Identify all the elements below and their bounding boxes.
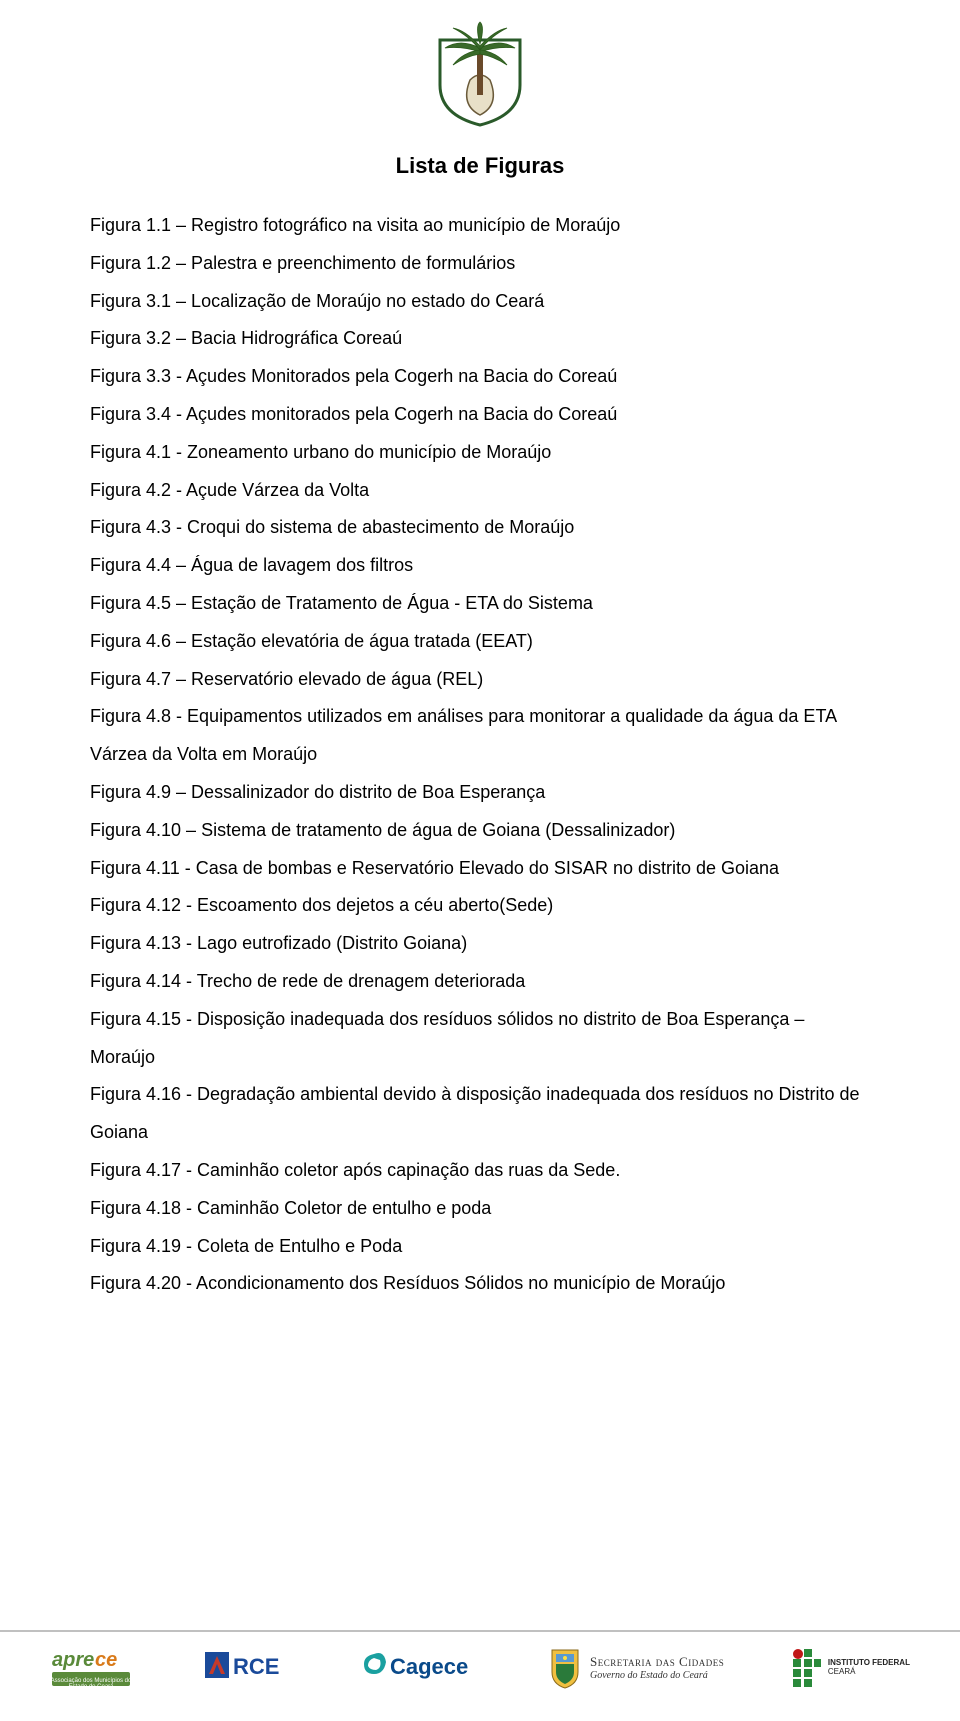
cagece-icon: Cagece xyxy=(360,1644,480,1692)
figure-entry: Figura 3.2 – Bacia Hidrográfica Coreaú xyxy=(90,320,870,358)
page-title: Lista de Figuras xyxy=(90,153,870,179)
logo-cagece: Cagece xyxy=(360,1644,480,1692)
figure-entry: Figura 1.2 – Palestra e preenchimento de… xyxy=(90,245,870,283)
figure-entry: Figura 4.5 – Estação de Tratamento de Ág… xyxy=(90,585,870,623)
coat-of-arms-icon xyxy=(425,20,535,130)
header-logo xyxy=(90,20,870,135)
if-icon xyxy=(792,1648,822,1688)
figure-entry: Figura 3.4 - Açudes monitorados pela Cog… xyxy=(90,396,870,434)
figure-entry: Figura 1.1 – Registro fotográfico na vis… xyxy=(90,207,870,245)
figure-entry: Figura 4.15 - Disposição inadequada dos … xyxy=(90,1001,870,1077)
svg-text:Cagece: Cagece xyxy=(390,1654,468,1679)
if-text: INSTITUTO FEDERAL CEARÁ xyxy=(828,1659,910,1677)
figure-entry: Figura 4.3 - Croqui do sistema de abaste… xyxy=(90,509,870,547)
figure-entry: Figura 4.8 - Equipamentos utilizados em … xyxy=(90,698,870,774)
logo-arce: RCE xyxy=(203,1644,293,1692)
figure-entry: Figura 4.1 - Zoneamento urbano do municí… xyxy=(90,434,870,472)
svg-text:Estado do Ceará: Estado do Ceará xyxy=(68,1684,114,1690)
figure-entry: Figura 4.2 - Açude Várzea da Volta xyxy=(90,472,870,510)
figure-entry: Figura 4.17 - Caminhão coletor após capi… xyxy=(90,1152,870,1190)
ceara-shield-icon xyxy=(548,1646,582,1690)
logo-instituto-federal: INSTITUTO FEDERAL CEARÁ xyxy=(792,1648,910,1688)
figure-entry: Figura 3.1 – Localização de Moraújo no e… xyxy=(90,283,870,321)
figure-entry: Figura 4.16 - Degradação ambiental devid… xyxy=(90,1076,870,1152)
figure-entry: Figura 4.20 - Acondicionamento dos Resíd… xyxy=(90,1265,870,1303)
figure-entry: Figura 4.6 – Estação elevatória de água … xyxy=(90,623,870,661)
svg-text:RCE: RCE xyxy=(233,1654,279,1679)
figure-entry: Figura 3.3 - Açudes Monitorados pela Cog… xyxy=(90,358,870,396)
aprece-icon: apre ce Associação dos Municípios do Est… xyxy=(50,1644,135,1692)
figure-entry: Figura 4.19 - Coleta de Entulho e Poda xyxy=(90,1228,870,1266)
figure-entry: Figura 4.12 - Escoamento dos dejetos a c… xyxy=(90,887,870,925)
logo-aprece: apre ce Associação dos Municípios do Est… xyxy=(50,1644,135,1692)
logo-secretaria: Secretaria das Cidades Governo do Estado… xyxy=(548,1646,724,1690)
figure-entry: Figura 4.7 – Reservatório elevado de águ… xyxy=(90,661,870,699)
arce-icon: RCE xyxy=(203,1644,293,1692)
figure-entry: Figura 4.18 - Caminhão Coletor de entulh… xyxy=(90,1190,870,1228)
figure-entry: Figura 4.14 - Trecho de rede de drenagem… xyxy=(90,963,870,1001)
figure-entry: Figura 4.11 - Casa de bombas e Reservató… xyxy=(90,850,870,888)
figure-list: Figura 1.1 – Registro fotográfico na vis… xyxy=(90,207,870,1303)
secretaria-text: Secretaria das Cidades Governo do Estado… xyxy=(590,1654,724,1682)
figure-entry: Figura 4.10 – Sistema de tratamento de á… xyxy=(90,812,870,850)
figure-entry: Figura 4.9 – Dessalinizador do distrito … xyxy=(90,774,870,812)
svg-text:ce: ce xyxy=(95,1649,117,1671)
figure-entry: Figura 4.13 - Lago eutrofizado (Distrito… xyxy=(90,925,870,963)
footer-logos: apre ce Associação dos Municípios do Est… xyxy=(0,1630,960,1704)
svg-text:apre: apre xyxy=(52,1649,94,1671)
figure-entry: Figura 4.4 – Água de lavagem dos filtros xyxy=(90,547,870,585)
